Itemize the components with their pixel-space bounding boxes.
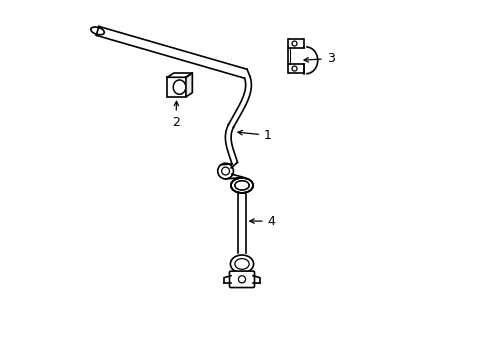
Text: 3: 3 bbox=[304, 52, 334, 65]
Bar bbox=[287, 39, 304, 48]
Bar bbox=[167, 77, 185, 97]
Polygon shape bbox=[185, 73, 192, 97]
Ellipse shape bbox=[230, 178, 253, 193]
Text: 1: 1 bbox=[238, 129, 271, 142]
Ellipse shape bbox=[230, 255, 253, 273]
FancyBboxPatch shape bbox=[229, 271, 254, 288]
Text: 4: 4 bbox=[249, 215, 275, 228]
Polygon shape bbox=[167, 73, 192, 77]
Text: 2: 2 bbox=[172, 101, 180, 129]
Polygon shape bbox=[238, 193, 245, 253]
Bar bbox=[287, 64, 304, 73]
